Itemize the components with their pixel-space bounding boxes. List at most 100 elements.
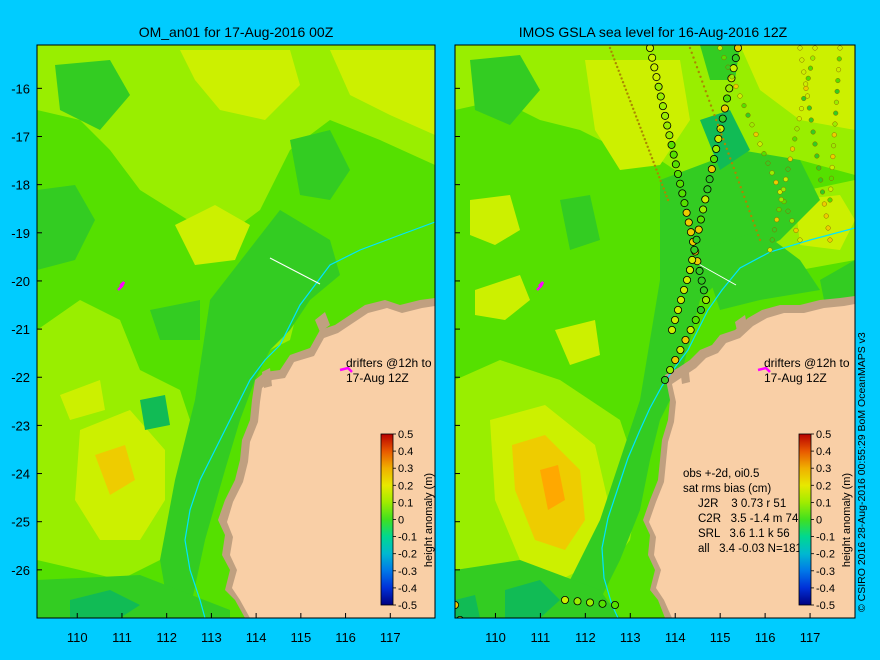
observation-marker <box>816 165 822 171</box>
observation-marker <box>725 147 728 150</box>
observation-marker <box>691 315 700 324</box>
observation-marker <box>704 90 707 93</box>
lon-tick-label: 117 <box>380 630 401 645</box>
colorbar-tick-label: -0.1 <box>816 532 835 544</box>
observation-marker <box>674 305 683 314</box>
observation-marker <box>750 214 753 218</box>
observation-marker <box>648 53 657 62</box>
colorbar-tick-label: 0.5 <box>398 429 413 441</box>
lat-tick-label: -17 <box>11 129 30 144</box>
observation-marker <box>734 171 737 174</box>
credit-text: © CSIRO 2016 28-Aug-2016 00:55:29 BoM Oc… <box>856 332 868 612</box>
observation-marker <box>739 186 742 189</box>
lon-tick-label: 116 <box>335 630 356 645</box>
observation-marker <box>722 138 725 141</box>
colorbar-tick-label: -0.1 <box>398 532 417 544</box>
observation-marker <box>721 55 727 61</box>
colorbar-tick-label: -0.2 <box>398 549 417 561</box>
observation-marker <box>803 81 809 87</box>
observation-marker <box>680 285 689 294</box>
observation-marker <box>656 92 665 101</box>
observation-marker <box>697 276 706 285</box>
observation-marker <box>618 73 622 76</box>
observation-marker <box>723 142 727 146</box>
observation-marker <box>699 75 702 79</box>
observation-marker <box>681 335 690 344</box>
observation-marker <box>636 119 639 122</box>
observation-marker <box>830 154 836 160</box>
observation-marker <box>682 208 691 217</box>
observation-marker <box>725 64 731 70</box>
observation-marker <box>688 46 692 50</box>
stats-line-6: all 3.4 -0.03 N=181 <box>698 543 802 555</box>
observation-marker <box>797 237 803 243</box>
colorbar-tick-label: 0.1 <box>398 497 413 509</box>
observation-marker <box>709 104 713 107</box>
observation-marker <box>808 117 814 123</box>
observation-marker <box>769 170 775 176</box>
observation-marker <box>705 175 714 184</box>
left-longitude-axis: 110 111 112 113 114 115 116 117 <box>67 613 401 645</box>
observation-marker <box>765 160 771 166</box>
observation-marker <box>741 190 744 194</box>
observation-marker <box>684 218 693 227</box>
observation-marker <box>753 224 756 227</box>
observation-marker <box>608 46 612 50</box>
observation-marker <box>637 122 641 126</box>
observation-marker <box>832 121 838 127</box>
observation-marker <box>741 103 747 109</box>
observation-marker <box>666 365 675 374</box>
observation-marker <box>621 81 625 84</box>
observation-marker <box>610 50 613 53</box>
observation-marker <box>632 107 635 111</box>
right-panel-title: IMOS GSLA sea level for 16-Aug-2016 12Z <box>519 24 788 40</box>
observation-marker <box>666 198 670 202</box>
observation-marker <box>692 56 695 59</box>
observation-marker <box>831 143 837 149</box>
observation-marker <box>639 126 642 129</box>
observation-marker <box>753 131 759 137</box>
observation-marker <box>731 54 740 63</box>
observation-marker <box>659 179 662 183</box>
observation-marker <box>694 225 703 234</box>
observation-marker <box>661 375 670 384</box>
lon-tick-label: 113 <box>620 630 641 645</box>
colorbar-tick-label: -0.4 <box>398 583 417 595</box>
right-map-frame <box>454 44 856 619</box>
left-map <box>37 45 435 618</box>
observation-marker <box>680 199 689 208</box>
observation-marker <box>807 65 814 71</box>
observation-marker <box>798 106 805 112</box>
lon-tick-label: 117 <box>800 630 821 645</box>
observation-marker <box>825 225 831 231</box>
observation-marker <box>792 136 798 142</box>
observation-marker <box>743 195 746 198</box>
observation-marker <box>797 45 803 51</box>
observation-marker <box>654 82 663 91</box>
observation-marker <box>623 84 626 88</box>
colorbar-tick-label: 0.4 <box>816 446 831 458</box>
lon-tick-label: 111 <box>112 630 132 645</box>
observation-marker <box>671 160 680 169</box>
observation-marker <box>640 130 644 133</box>
right-longitude-axis: 110 111 112 113 114 115 116 117 <box>485 613 820 645</box>
lat-tick-label: -26 <box>11 563 30 578</box>
lon-tick-label: 110 <box>485 630 506 645</box>
observation-marker <box>737 181 741 184</box>
stats-line-4: C2R 3.5 -1.4 m 74 <box>698 513 799 525</box>
observation-marker <box>683 275 692 284</box>
drifter-track-offshore-right <box>536 281 545 291</box>
drifter-track-coastal-left <box>339 366 353 373</box>
observation-marker <box>634 115 638 118</box>
observation-marker <box>745 112 751 118</box>
colorbar-tick-label: 0.1 <box>816 497 831 509</box>
observation-marker <box>810 55 816 61</box>
observation-marker <box>655 168 658 171</box>
observation-marker <box>661 111 670 120</box>
observation-marker <box>656 172 660 175</box>
observation-marker <box>828 175 834 181</box>
stats-line-5: SRL 3.6 1.1 k 56 <box>698 528 790 540</box>
observation-marker <box>649 153 652 156</box>
lon-tick-label: 115 <box>290 630 311 645</box>
right-drifter-label-line2: 17-Aug 12Z <box>764 371 827 385</box>
